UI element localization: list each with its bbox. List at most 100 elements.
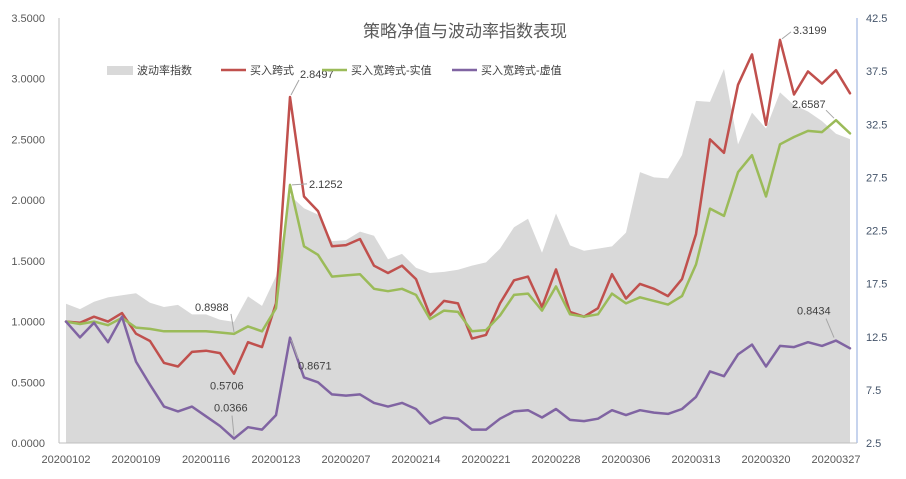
volatility-index-point — [498, 247, 502, 251]
legend-item-buy-straddle: 买入跨式 — [221, 64, 294, 77]
buy-straddle-point — [610, 272, 614, 276]
buy-strangle-itm-point — [764, 195, 768, 199]
buy-strangle-itm-point — [428, 317, 432, 321]
buy-strangle-otm-point — [218, 424, 222, 428]
buy-straddle-point — [400, 264, 404, 268]
buy-strangle-otm-point — [498, 417, 502, 421]
x-tick-label: 20200116 — [182, 454, 230, 466]
data-label-leader — [231, 415, 235, 436]
buy-straddle-point — [694, 232, 698, 236]
y2-tick-label: 32.5 — [866, 119, 887, 131]
volatility-index-point — [512, 225, 516, 229]
buy-strangle-otm-point — [372, 401, 376, 405]
buy-strangle-itm-point — [848, 131, 852, 135]
y2-tick-label: 2.5 — [866, 438, 881, 450]
buy-strangle-itm-point — [722, 214, 726, 218]
buy-straddle-point — [204, 349, 208, 353]
buy-strangle-itm-point — [176, 329, 180, 333]
buy-straddle-point — [708, 137, 712, 141]
volatility-index-point — [428, 271, 432, 275]
y-tick-label: 1.5000 — [11, 256, 45, 268]
volatility-index-point — [190, 312, 194, 316]
volatility-index-point — [610, 244, 614, 248]
volatility-index-point — [540, 251, 544, 255]
buy-strangle-otm-point — [708, 369, 712, 373]
buy-straddle-point — [232, 372, 236, 376]
volatility-index-point — [78, 307, 82, 311]
buy-strangle-itm-point — [610, 292, 614, 296]
y2-tick-label: 22.5 — [866, 226, 887, 238]
buy-straddle-point — [428, 314, 432, 318]
buy-strangle-itm-point — [330, 275, 334, 279]
buy-straddle-point — [792, 93, 796, 97]
buy-straddle-point — [596, 306, 600, 310]
buy-straddle-point — [218, 351, 222, 355]
buy-straddle-point — [736, 83, 740, 87]
x-tick-label: 20200102 — [42, 454, 91, 466]
buy-strangle-itm-point — [596, 312, 600, 316]
volatility-index-point — [64, 302, 68, 306]
buy-strangle-itm-point — [470, 329, 474, 333]
data-label: 0.5706 — [210, 381, 244, 393]
buy-strangle-otm-point — [526, 408, 530, 412]
buy-straddle-point — [176, 365, 180, 369]
volatility-index-point — [302, 206, 306, 210]
buy-straddle-point — [190, 350, 194, 354]
buy-strangle-itm-point — [526, 292, 530, 296]
x-tick-label: 20200207 — [322, 454, 371, 466]
buy-strangle-otm-point — [540, 416, 544, 420]
volatility-index-point — [456, 268, 460, 272]
buy-straddle-point — [820, 82, 824, 86]
data-labels: 2.8497 2.1252 0.8988 0.5706 0.0366 0.8671 3.31… — [195, 25, 835, 436]
buy-straddle-point — [330, 244, 334, 248]
buy-strangle-itm-point — [218, 331, 222, 335]
buy-straddle-point — [638, 282, 642, 286]
data-label: 3.3199 — [793, 25, 827, 37]
buy-straddle-point — [526, 275, 530, 279]
buy-straddle-point — [246, 340, 250, 344]
buy-straddle-point — [540, 305, 544, 309]
legend-item-buy-strangle-itm: 买入宽跨式-实值 — [322, 63, 432, 77]
buy-strangle-itm-point — [274, 306, 278, 310]
buy-strangle-itm-point — [652, 299, 656, 303]
volatility-index-point — [274, 274, 278, 278]
x-tick-label: 20200327 — [812, 454, 861, 466]
data-label: 0.0366 — [214, 403, 248, 415]
buy-straddle-point — [848, 91, 852, 95]
buy-straddle-point — [148, 339, 152, 343]
buy-strangle-otm-point — [134, 360, 138, 364]
legend-swatch-volatility-index — [107, 66, 133, 75]
buy-strangle-otm-point — [232, 437, 236, 441]
buy-strangle-otm-point — [750, 343, 754, 347]
buy-strangle-itm-point — [344, 273, 348, 277]
buy-strangle-itm-point — [358, 272, 362, 276]
data-label: 0.8671 — [298, 361, 332, 373]
volatility-index-point — [106, 295, 110, 299]
buy-strangle-otm-point — [596, 417, 600, 421]
buy-strangle-otm-point — [344, 394, 348, 398]
buy-strangle-otm-point — [330, 392, 334, 396]
buy-strangle-otm-point — [204, 414, 208, 418]
buy-straddle-point — [834, 68, 838, 72]
buy-straddle-point — [484, 333, 488, 337]
buy-strangle-otm-point — [414, 407, 418, 411]
data-label-leader — [290, 339, 299, 359]
data-label-leader — [825, 109, 835, 119]
axes — [58, 18, 858, 444]
buy-straddle-point — [456, 301, 460, 305]
buy-strangle-otm-point — [106, 340, 110, 344]
buy-strangle-itm-point — [134, 326, 138, 330]
buy-strangle-otm-point — [848, 346, 852, 350]
buy-strangle-otm-point — [652, 411, 656, 415]
buy-strangle-itm-point — [708, 207, 712, 211]
volatility-index-point — [246, 294, 250, 298]
volatility-index-point — [638, 170, 642, 174]
buy-strangle-otm-point — [190, 405, 194, 409]
volatility-index-point — [330, 239, 334, 243]
volatility-index-point — [680, 153, 684, 157]
buy-strangle-itm-point — [638, 295, 642, 299]
buy-strangle-itm-point — [204, 329, 208, 333]
y-tick-label: 2.0000 — [11, 195, 45, 207]
buy-strangle-otm-point — [624, 413, 628, 417]
